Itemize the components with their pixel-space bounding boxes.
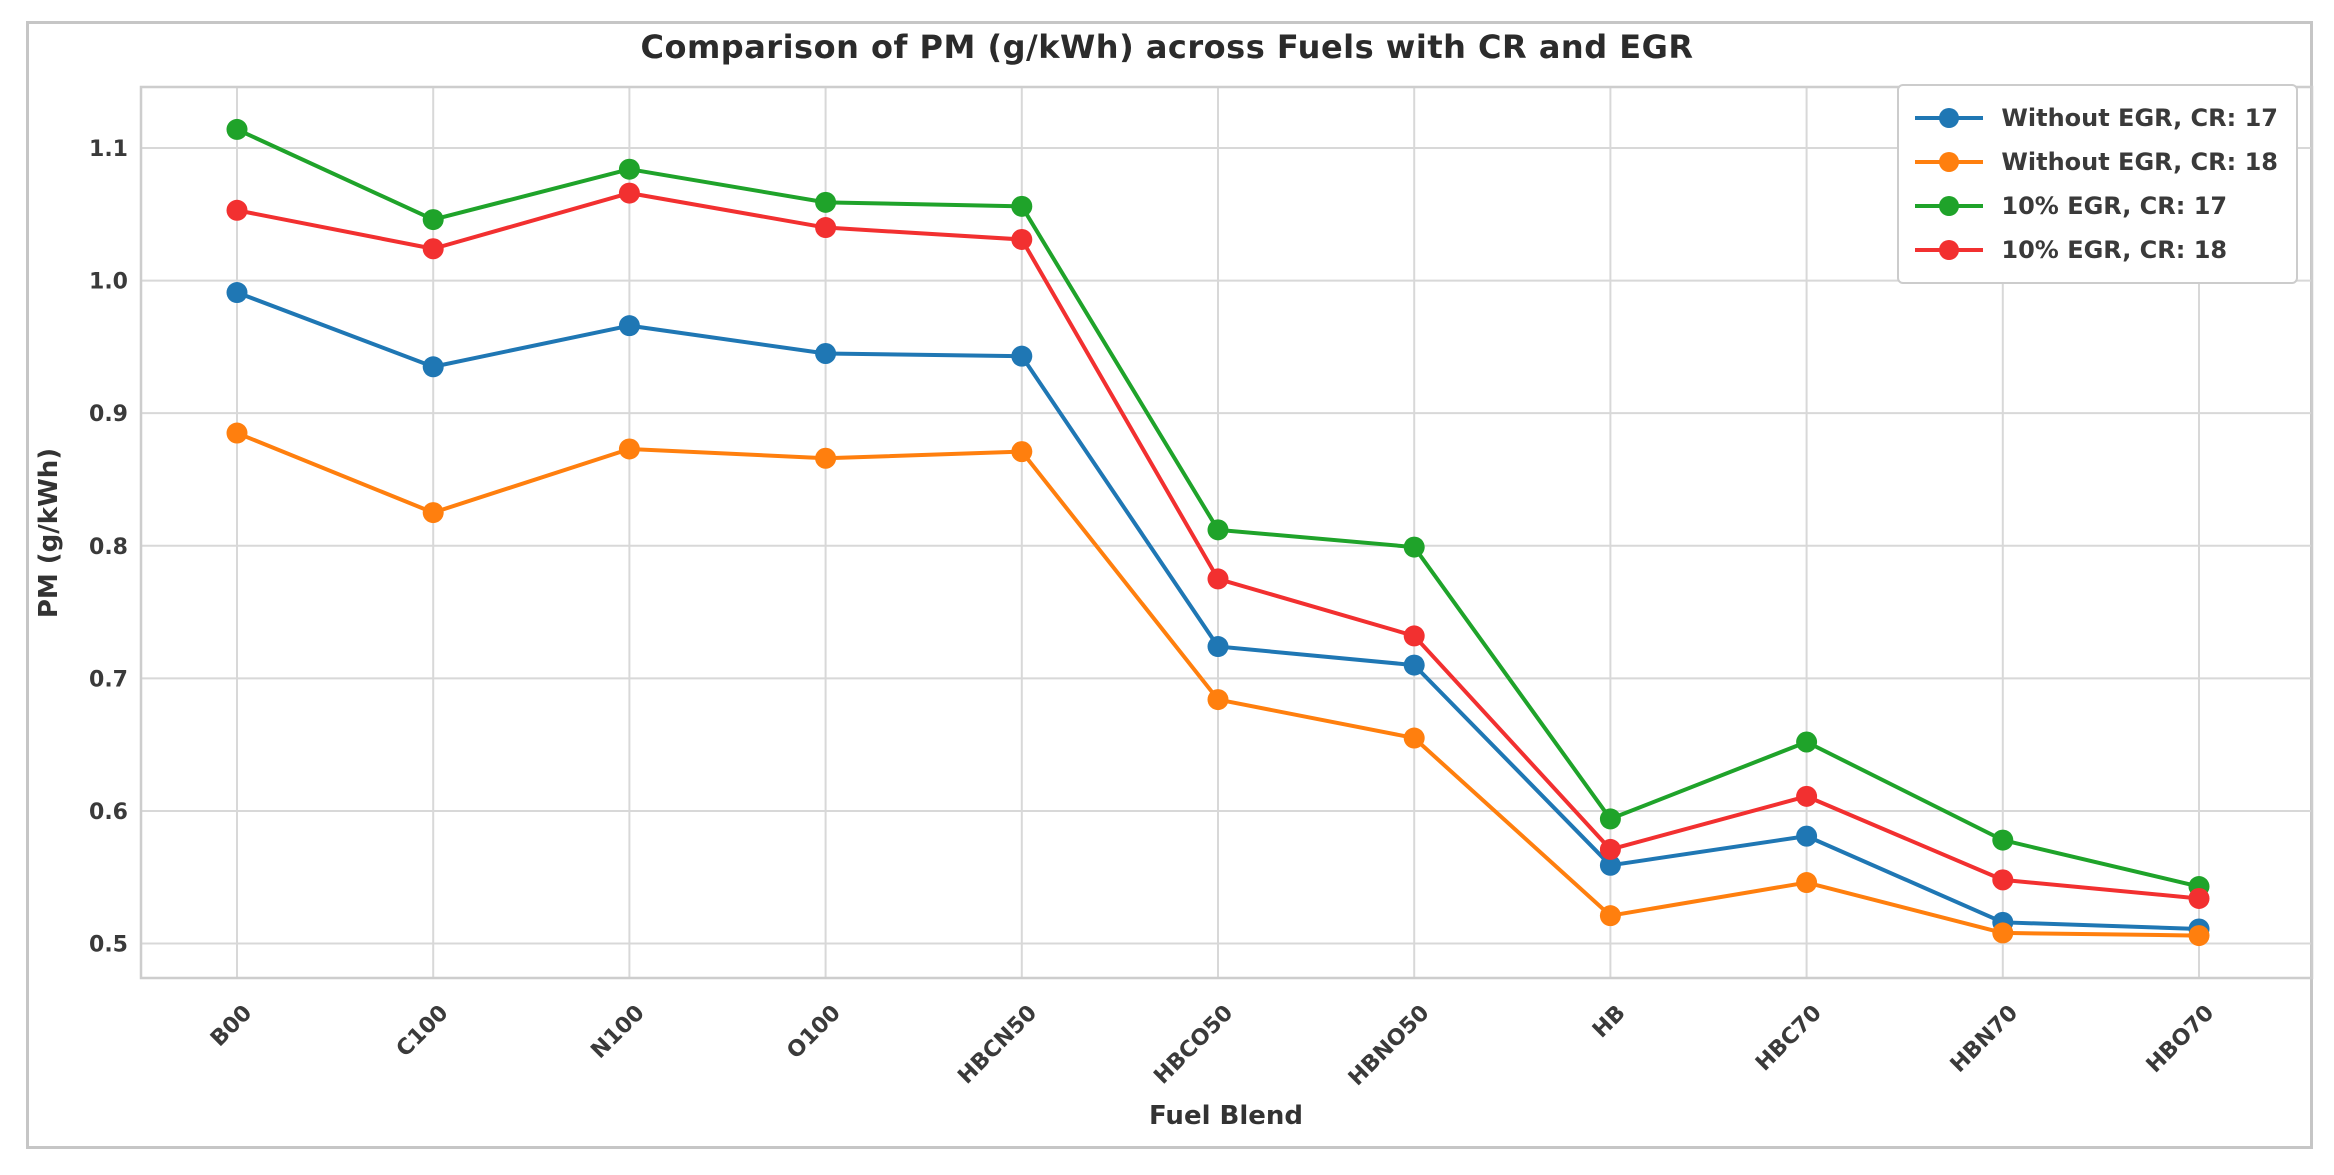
y-axis-title: PM (g/kWh) <box>34 448 64 618</box>
legend-marker-line <box>1915 108 1984 128</box>
data-point-marker <box>422 356 444 378</box>
data-point-marker <box>1011 195 1033 217</box>
data-point-marker <box>422 209 444 231</box>
data-point-marker <box>1992 829 2014 851</box>
x-tick-label: HBN70 <box>1946 1001 2023 1078</box>
x-tick-label: HBO70 <box>2142 1001 2219 1078</box>
data-point-marker <box>1599 905 1621 927</box>
legend-label: 10% EGR, CR: 17 <box>2001 192 2228 220</box>
data-point-marker <box>1796 785 1818 807</box>
data-point-marker <box>1992 922 2014 944</box>
data-point-marker <box>815 217 837 239</box>
chart-title: Comparison of PM (g/kWh) across Fuels wi… <box>640 28 1694 66</box>
legend-item: Without EGR, CR: 17 <box>1911 96 2278 140</box>
x-axis-title: Fuel Blend <box>1149 1101 1303 1131</box>
data-point-marker <box>1011 228 1033 250</box>
legend: Without EGR, CR: 17 Without EGR, CR: 18 … <box>1897 84 2298 284</box>
data-point-marker <box>1207 519 1229 541</box>
data-point-marker <box>1207 689 1229 711</box>
data-point-marker <box>1011 441 1033 463</box>
x-tick-label: HBCO50 <box>1149 1001 1238 1090</box>
data-point-marker <box>618 315 640 337</box>
data-point-marker <box>422 502 444 524</box>
data-point-marker <box>2188 925 2210 947</box>
y-tick-label: 0.9 <box>89 402 128 427</box>
data-point-marker <box>618 438 640 460</box>
axes-spines <box>139 85 2314 980</box>
x-tick-label: N100 <box>586 1001 649 1064</box>
y-tick-label: 0.6 <box>89 800 128 825</box>
data-point-marker <box>815 343 837 365</box>
y-tick-label: 0.8 <box>89 535 128 560</box>
y-tick-label: 0.5 <box>89 933 128 958</box>
data-point-marker <box>226 199 248 221</box>
data-point-marker <box>1403 654 1425 676</box>
legend-marker-line <box>1915 152 1984 172</box>
data-point-marker <box>1796 731 1818 753</box>
data-point-marker <box>1403 625 1425 647</box>
data-point-marker <box>1207 568 1229 590</box>
data-point-marker <box>1796 825 1818 847</box>
data-point-marker <box>618 182 640 204</box>
data-point-marker <box>1796 872 1818 894</box>
legend-label: Without EGR, CR: 17 <box>2001 104 2278 132</box>
data-point-marker <box>815 191 837 213</box>
y-tick-label: 1.1 <box>89 137 128 162</box>
legend-label: Without EGR, CR: 18 <box>2001 148 2278 176</box>
data-point-marker <box>815 447 837 469</box>
data-point-marker <box>1599 854 1621 876</box>
data-point-marker <box>1599 808 1621 830</box>
y-tick-label: 1.0 <box>89 270 128 295</box>
data-point-marker <box>1992 869 2014 891</box>
data-point-marker <box>226 282 248 304</box>
y-tick-label: 0.7 <box>89 667 128 692</box>
x-tick-label: HBC70 <box>1751 1001 1827 1077</box>
legend-item: 10% EGR, CR: 18 <box>1911 228 2278 272</box>
legend-marker-line <box>1915 196 1984 216</box>
x-tick-label: HBNO50 <box>1344 1001 1434 1091</box>
data-point-marker <box>1599 838 1621 860</box>
data-point-marker <box>2188 887 2210 909</box>
x-tick-label: O100 <box>782 1001 845 1064</box>
x-tick-label: HB <box>1588 1001 1631 1044</box>
data-point-marker <box>226 118 248 140</box>
legend-item: 10% EGR, CR: 17 <box>1911 184 2278 228</box>
legend-label: 10% EGR, CR: 18 <box>2001 236 2228 264</box>
data-point-marker <box>618 158 640 180</box>
legend-marker-line <box>1915 240 1984 260</box>
data-point-marker <box>422 238 444 260</box>
legend-item: Without EGR, CR: 18 <box>1911 140 2278 184</box>
data-point-marker <box>1403 727 1425 749</box>
data-point-marker <box>1011 345 1033 367</box>
data-point-marker <box>1207 636 1229 658</box>
data-point-marker <box>1403 536 1425 558</box>
x-tick-label: C100 <box>392 1001 454 1063</box>
data-point-marker <box>226 422 248 444</box>
x-tick-label: B00 <box>206 1001 257 1052</box>
x-tick-label: HBCN50 <box>953 1001 1042 1090</box>
